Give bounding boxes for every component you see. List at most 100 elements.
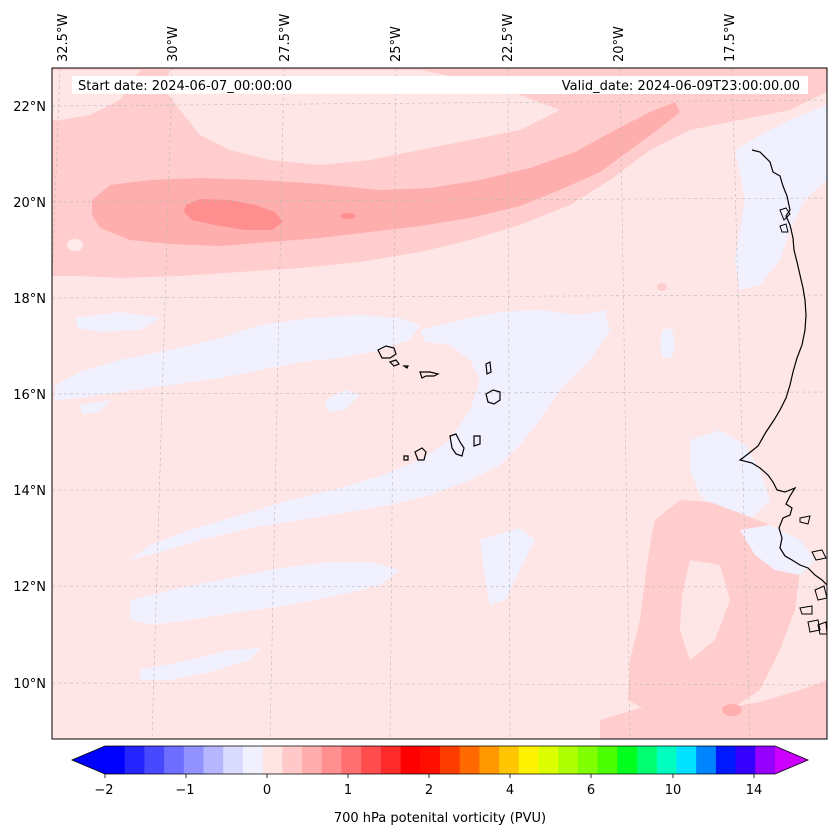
colorbar-segment xyxy=(577,746,599,774)
colorbar-segment xyxy=(124,746,145,774)
colorbar: −2 −1 0 1 2 4 6 10 14 700 hPa potenital … xyxy=(70,745,810,826)
latitude-labels: 22°N 20°N 18°N 16°N 14°N 12°N 10°N xyxy=(13,100,46,692)
colorbar-tick-label: 0 xyxy=(263,783,271,798)
lat-label: 18°N xyxy=(13,292,46,307)
colorbar-segment xyxy=(203,746,224,774)
island-brava xyxy=(403,455,409,461)
colorbar-segment xyxy=(459,746,480,774)
lon-label: 27.5°W xyxy=(278,14,293,62)
lat-label: 10°N xyxy=(13,677,46,692)
colorbar-segment xyxy=(715,746,736,774)
pv-contour-lowpv-streak-6 xyxy=(480,528,535,605)
lon-label: 20°W xyxy=(612,26,627,62)
coastline-africa-2 xyxy=(779,207,827,635)
colorbar-ticks xyxy=(104,774,755,778)
island-santo-antao xyxy=(377,345,397,359)
colorbar-segment xyxy=(696,746,717,774)
valid-date-label: Valid_date: 2024-06-09T23:00:00.00 xyxy=(562,79,800,94)
pv-contour-lowpv-streak-7 xyxy=(325,390,360,412)
colorbar-tick-label: −2 xyxy=(94,783,113,798)
colorbar-tick-label: 2 xyxy=(425,783,433,798)
graticule xyxy=(52,68,827,739)
pv-blob-2 xyxy=(657,283,667,291)
colorbar-segment xyxy=(341,746,362,774)
island-sal xyxy=(485,361,492,375)
lon-label: 32.5°W xyxy=(56,14,71,62)
colorbar-segment xyxy=(518,746,539,774)
map-panel xyxy=(52,68,827,739)
colorbar-segment xyxy=(479,746,500,774)
island-boa-vista xyxy=(485,389,501,405)
island-fogo xyxy=(414,447,427,461)
lat-label: 20°N xyxy=(13,196,46,211)
lon-label: 22.5°W xyxy=(501,14,516,62)
pv-contour-core-small xyxy=(341,213,355,219)
pv-contour-core xyxy=(184,199,283,230)
colorbar-segment xyxy=(440,746,461,774)
colorbar-segment xyxy=(223,746,244,774)
pv-contour-south-edge xyxy=(600,680,827,739)
colorbar-segment xyxy=(637,746,658,774)
colorbar-tick-label: −1 xyxy=(175,783,194,798)
colorbar-extend-max xyxy=(775,746,808,774)
colorbar-tick-label: 1 xyxy=(344,783,352,798)
pv-contour-lowpv-streak-1 xyxy=(55,315,420,400)
colorbar-segment xyxy=(420,746,441,774)
pv-contour-lowpv-island xyxy=(660,328,675,358)
colorbar-segment xyxy=(321,746,342,774)
colorbar-segment xyxy=(755,746,776,774)
colorbar-segment xyxy=(361,746,382,774)
island-maio xyxy=(473,435,481,447)
pv-blob-1 xyxy=(67,239,83,251)
coastline-africa xyxy=(738,149,827,586)
map-border xyxy=(51,67,828,740)
colorbar-segment xyxy=(676,746,697,774)
colorbar-tick-label: 14 xyxy=(746,783,763,798)
colorbar-segment xyxy=(164,746,185,774)
island-santa-luzia xyxy=(402,365,409,369)
colorbar-segment xyxy=(597,746,618,774)
colorbar-segment xyxy=(105,746,126,774)
colorbar-segment xyxy=(558,746,579,774)
pv-contour-lowpv-streak-2 xyxy=(75,312,160,332)
colorbar-segment xyxy=(144,746,165,774)
island-sao-vicente xyxy=(388,359,400,367)
lon-label: 17.5°W xyxy=(723,14,738,62)
colorbar-segments xyxy=(105,746,776,774)
colorbar-extend-min xyxy=(72,746,105,774)
colorbar-segment xyxy=(617,746,638,774)
lat-label: 22°N xyxy=(13,100,46,115)
island-santiago xyxy=(449,433,465,457)
longitude-labels: 32.5°W 30°W 27.5°W 25°W 22.5°W 20°W 17.5… xyxy=(56,14,738,62)
colorbar-segment xyxy=(499,746,520,774)
pv-contour-lowpv-coast-2 xyxy=(690,430,770,520)
pv-contour-lowpv-streak-4 xyxy=(130,562,400,625)
colorbar-segment xyxy=(656,746,677,774)
lat-label: 12°N xyxy=(13,580,46,595)
colorbar-segment xyxy=(380,746,401,774)
colorbar-tick-labels: −2 −1 0 1 2 4 6 10 14 xyxy=(94,783,762,798)
colorbar-segment xyxy=(735,746,756,774)
colorbar-title: 700 hPa potenital vorticity (PVU) xyxy=(334,811,546,826)
date-label-box xyxy=(72,76,808,94)
pv-contour-lowpv-streak-5 xyxy=(140,648,260,680)
colorbar-segment xyxy=(262,746,283,774)
cape-verde-islands xyxy=(377,345,501,461)
lat-label: 14°N xyxy=(13,484,46,499)
colorbar-tick-label: 6 xyxy=(587,783,595,798)
island-sao-nicolau xyxy=(419,371,440,379)
lon-label: 25°W xyxy=(389,26,404,62)
colorbar-segment xyxy=(183,746,204,774)
pv-contour-southeast-inner xyxy=(680,560,730,660)
lon-label: 30°W xyxy=(166,26,181,62)
lat-label: 16°N xyxy=(13,388,46,403)
colorbar-tick-label: 10 xyxy=(665,783,682,798)
colorbar-segment xyxy=(302,746,323,774)
colorbar-segment xyxy=(242,746,264,774)
pv-contour-lowpv-streak-8 xyxy=(80,400,110,414)
colorbar-segment xyxy=(538,746,559,774)
colorbar-segment xyxy=(282,746,303,774)
pv-blob-se xyxy=(722,704,742,716)
colorbar-tick-label: 4 xyxy=(506,783,514,798)
